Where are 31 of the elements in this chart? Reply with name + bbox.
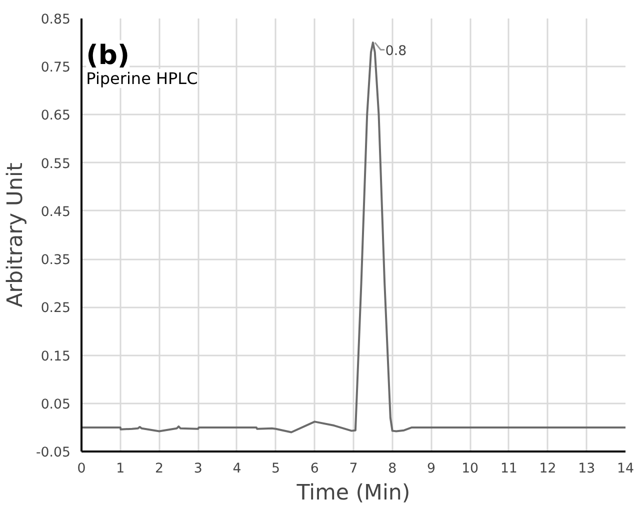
y-tick-label: 0.25 — [40, 301, 71, 316]
x-tick-label: 2 — [154, 462, 164, 476]
x-tick-label: 0 — [77, 462, 86, 476]
x-tick-label: 9 — [426, 462, 436, 476]
x-tick-label: 8 — [388, 462, 397, 476]
y-tick-label: 0.85 — [40, 12, 71, 28]
y-axis-title: Arbitrary Unit — [3, 162, 28, 308]
y-tick-label: 0.65 — [40, 108, 71, 124]
x-tick-label: 11 — [500, 462, 518, 476]
x-axis-title: Time (Min) — [296, 480, 410, 506]
x-tick-label: 12 — [539, 462, 556, 476]
y-tick-label: 0.05 — [40, 397, 71, 412]
x-tick-label: 1 — [116, 462, 125, 476]
y-tick-label: 0.15 — [40, 349, 71, 364]
x-tick-label: 7 — [349, 462, 358, 476]
x-tick-label: 10 — [462, 462, 479, 476]
x-tick-label: 14 — [617, 462, 634, 476]
x-tick-label: 6 — [310, 462, 319, 476]
annotation: Piperine HPLC — [86, 69, 198, 88]
annotation: 0.8 — [385, 44, 407, 59]
y-tick-label: 0.75 — [40, 60, 71, 76]
line-series — [82, 42, 626, 434]
x-tick-label: 5 — [272, 462, 280, 476]
annotation: (b) — [86, 40, 130, 72]
y-tick-label: 0.45 — [40, 204, 71, 220]
x-tick-label: 3 — [194, 462, 202, 476]
y-tick-label: -0.05 — [36, 446, 71, 460]
y-tick-label: 0.55 — [40, 156, 71, 172]
y-tick-label: 0.35 — [40, 253, 71, 268]
x-tick-label: 4 — [232, 462, 242, 476]
x-tick-label: 13 — [578, 462, 596, 476]
